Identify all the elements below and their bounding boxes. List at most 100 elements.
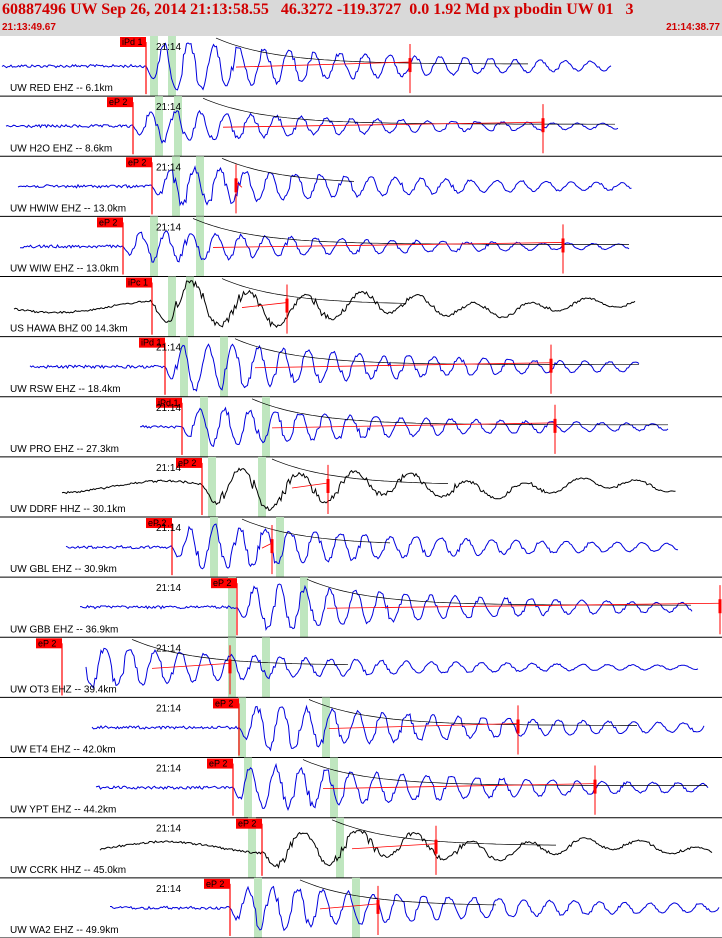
p-pick-flag[interactable] [204, 878, 230, 889]
arrival-window [248, 817, 256, 878]
coda-amp-marker [541, 118, 545, 133]
trace-row[interactable]: eP 2 21:14 UW OT3 EHZ -- 39.4km [0, 637, 722, 698]
arrival-window [258, 456, 266, 518]
p-pick-label: eP 2 [215, 698, 233, 708]
trace-row[interactable]: iPc 1 US HAWA BHZ 00 14.3km [0, 276, 722, 338]
arrival-window [155, 96, 163, 157]
p-pick-label: eP 2 [109, 97, 127, 107]
trace-row[interactable]: iPd 121:14 UW PRO EHZ -- 27.3km [0, 396, 722, 458]
coda-envelope-curve [251, 398, 668, 426]
waveform [1, 42, 612, 91]
p-pick-label: eP 2 [238, 819, 256, 829]
p-pick-label: eP 2 [148, 518, 166, 528]
station-label: UW OT3 EHZ -- 39.4km [10, 684, 117, 695]
p-pick-flag[interactable] [120, 37, 146, 47]
trace-row[interactable]: eP 2 21:14 UW H2O EHZ -- 8.6km [0, 96, 722, 157]
coda-fit-line [151, 662, 231, 669]
waveform [140, 406, 669, 447]
trace-row[interactable]: eP 2 21:14 UW ET4 EHZ -- 42.0km [0, 697, 722, 759]
p-pick-flag[interactable] [126, 277, 152, 288]
window-end-time: 21:14:38.77 [666, 22, 720, 33]
arrival-window [228, 637, 236, 698]
arrival-window [210, 517, 218, 578]
trace-row[interactable]: iPd 121:14 UW RSW EHZ -- 18.4km [0, 336, 722, 398]
trace-row[interactable]: eP 2 21:14 UW WIW EHZ -- 13.0km [0, 216, 722, 278]
trace-row[interactable]: eP 2 21:14 UW CCRK HHZ -- 45.0km [0, 817, 722, 879]
waveform [5, 109, 619, 144]
coda-envelope-curve [131, 639, 349, 666]
event-title: 60887496 UW Sep 26, 2014 21:13:58.55 46.… [2, 1, 634, 18]
p-pick-flag[interactable] [126, 157, 152, 168]
trace-row[interactable]: eP 2 21:14 UW HWIW EHZ -- 13.0km [0, 156, 722, 217]
coda-envelope-curve [331, 819, 556, 846]
station-label: UW HWIW EHZ -- 13.0km [10, 203, 126, 214]
coda-envelope-curve [215, 37, 528, 65]
p-pick-flag[interactable] [207, 758, 233, 769]
station-label: UW RED EHZ -- 6.1km [10, 83, 113, 94]
trace-row[interactable]: eP 2 21:14 UW YPT EHZ -- 44.2km [0, 757, 722, 819]
coda-envelope-curve [302, 759, 707, 786]
trace-row[interactable]: eP 221:14 UW GBL EHZ -- 30.9km [0, 517, 722, 578]
station-label: UW WIW EHZ -- 13.0km [10, 264, 119, 275]
coda-fit-line [326, 602, 721, 609]
trace-row[interactable]: eP 2 21:14 UW GBB EHZ -- 36.9km [0, 577, 722, 638]
waveform [61, 467, 676, 512]
waveform [13, 280, 636, 329]
coda-fit-line [319, 903, 379, 910]
coda-amp-marker [326, 478, 330, 493]
p-pick-flag[interactable] [97, 217, 123, 228]
station-label: UW ET4 EHZ -- 42.0km [10, 745, 116, 756]
arrival-window [244, 757, 252, 818]
coda-fit-line [241, 302, 288, 308]
trace-row[interactable]: iPd 1 21:14 UW RED EHZ -- 6.1km [0, 36, 722, 97]
coda-fit-line [271, 422, 556, 429]
coda-fit-line [222, 121, 544, 128]
p-pick-flag[interactable] [36, 638, 62, 649]
waveform [29, 343, 640, 392]
arrival-window [262, 396, 270, 457]
p-pick-flag[interactable] [211, 578, 237, 589]
p-pick-flag[interactable] [176, 457, 202, 468]
p-pick-flag[interactable] [213, 698, 239, 709]
p-pick-label: iPd 1 [122, 37, 143, 47]
p-pick-label: eP 2 [38, 638, 56, 648]
coda-envelope-curve [306, 578, 691, 606]
arrival-window [208, 456, 216, 518]
arrival-window [186, 276, 194, 337]
coda-amp-marker [718, 599, 722, 614]
p-pick-label: iPd 1 [141, 338, 162, 348]
p-pick-flag[interactable] [156, 397, 182, 408]
coda-fit-line [261, 542, 273, 549]
coda-amp-marker [553, 418, 557, 433]
coda-fit-line [291, 482, 329, 489]
event-header: 60887496 UW Sep 26, 2014 21:13:58.55 46.… [0, 0, 722, 36]
arrival-window [150, 216, 158, 277]
station-label: UW YPT EHZ -- 44.2km [10, 805, 116, 816]
trace-row[interactable]: eP 2 21:14 UW WA2 EHZ -- 49.9km [0, 877, 722, 938]
arrival-window [174, 96, 182, 157]
waveform [91, 704, 705, 752]
coda-amp-marker [549, 358, 553, 373]
p-pick-label: eP 2 [213, 578, 231, 588]
coda-envelope-curve [221, 278, 407, 304]
p-pick-label: eP 2 [206, 879, 224, 889]
p-pick-label: eP 2 [178, 458, 196, 468]
station-label: UW CCRK HHZ -- 45.0km [10, 865, 126, 876]
trace-row[interactable]: eP 221:14 UW DDRF HHZ -- 30.1km [0, 456, 722, 518]
p-pick-flag[interactable] [107, 97, 133, 108]
waveform [110, 885, 720, 932]
minute-tick-label: 21:14 [156, 764, 181, 775]
window-start-time: 21:13:49.67 [2, 22, 56, 33]
arrival-window [196, 216, 204, 277]
p-pick-flag[interactable] [236, 818, 262, 829]
minute-tick-label: 21:14 [156, 222, 181, 233]
p-pick-flag[interactable] [139, 337, 165, 348]
coda-amp-marker [408, 58, 412, 73]
p-pick-flag[interactable] [146, 518, 172, 529]
coda-amp-marker [561, 238, 565, 253]
station-label: UW DDRF HHZ -- 30.1km [10, 504, 126, 515]
p-pick-label: eP 2 [128, 157, 146, 167]
minute-tick-label: 21:14 [156, 102, 181, 113]
arrival-window [150, 36, 158, 97]
coda-envelope-curve [271, 458, 449, 484]
